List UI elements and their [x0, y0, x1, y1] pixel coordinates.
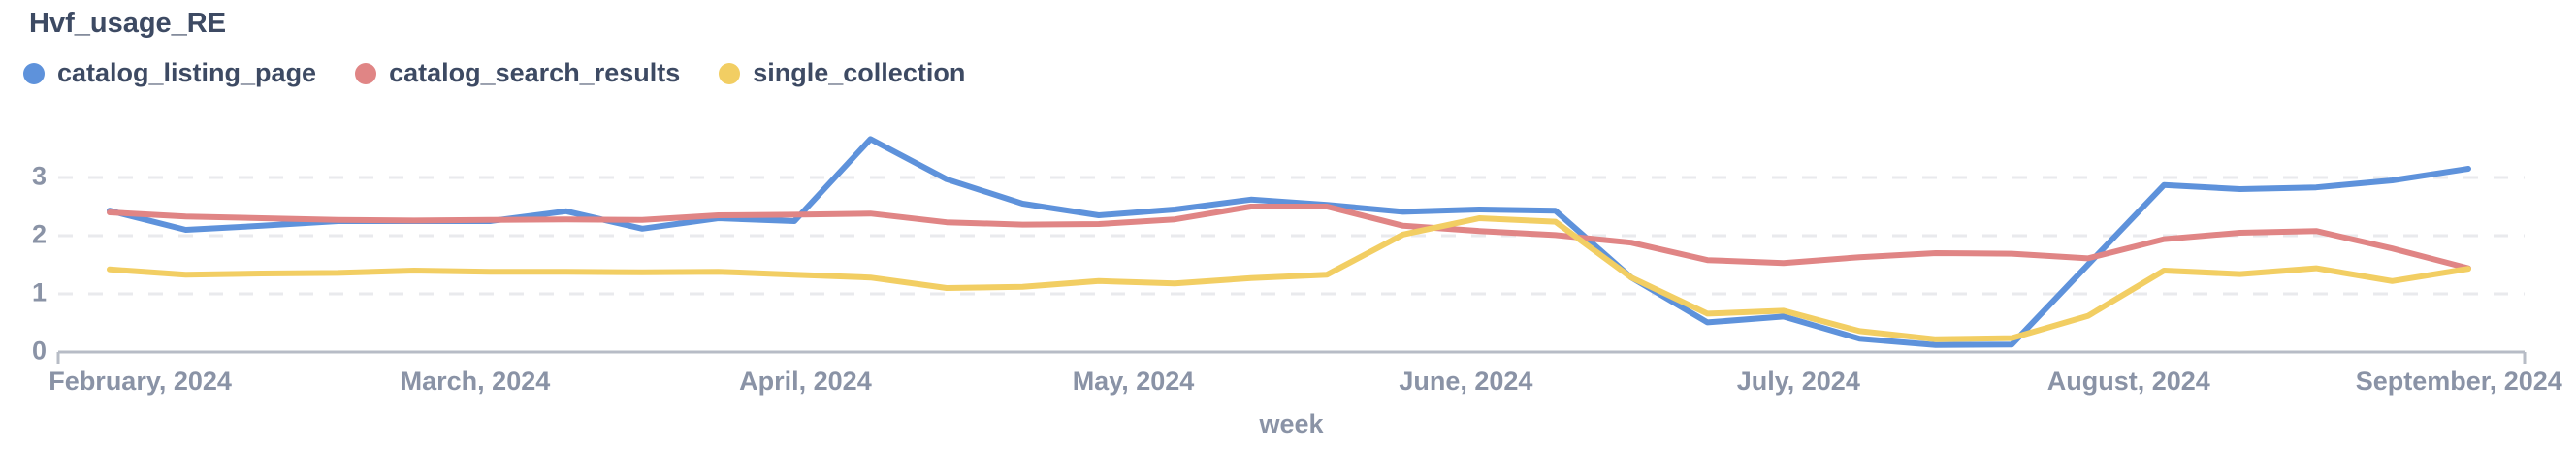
- legend: catalog_listing_page catalog_search_resul…: [23, 58, 965, 88]
- legend-item-label: catalog_listing_page: [57, 58, 317, 87]
- x-axis-tick-label: July, 2024: [1736, 367, 1860, 396]
- x-axis-tick-label: August, 2024: [2046, 367, 2210, 396]
- x-axis-tick-label: March, 2024: [400, 367, 551, 396]
- y-axis-tick-label: 3: [31, 161, 47, 191]
- chart-title: Hvf_usage_RE: [29, 8, 227, 39]
- legend-item-catalog_listing_page[interactable]: catalog_listing_page: [23, 58, 316, 88]
- y-axis-tick-label: 0: [31, 336, 47, 366]
- x-axis-tick-label: September, 2024: [2355, 367, 2562, 396]
- x-axis-title: week: [1259, 409, 1324, 438]
- y-axis-tick-label: 2: [31, 219, 47, 249]
- x-axis-tick-label: April, 2024: [739, 367, 872, 396]
- series-line-single_collection: [107, 215, 2471, 342]
- legend-item-label: catalog_search_results: [389, 58, 681, 87]
- legend-dot-icon: [355, 62, 377, 84]
- x-axis-tick-label: June, 2024: [1399, 367, 1533, 396]
- legend-dot-icon: [23, 62, 45, 84]
- legend-dot-icon: [719, 62, 741, 84]
- legend-item-single_collection[interactable]: single_collection: [719, 58, 965, 88]
- y-axis-tick-label: 1: [31, 277, 47, 307]
- legend-item-label: single_collection: [753, 58, 966, 87]
- series-line-catalog_search_results: [107, 204, 2471, 272]
- series-line-catalog_listing_page: [107, 136, 2471, 348]
- x-axis-tick-label: May, 2024: [1072, 367, 1195, 396]
- legend-item-catalog_search_results[interactable]: catalog_search_results: [355, 58, 680, 88]
- x-axis-tick-label: February, 2024: [48, 367, 232, 396]
